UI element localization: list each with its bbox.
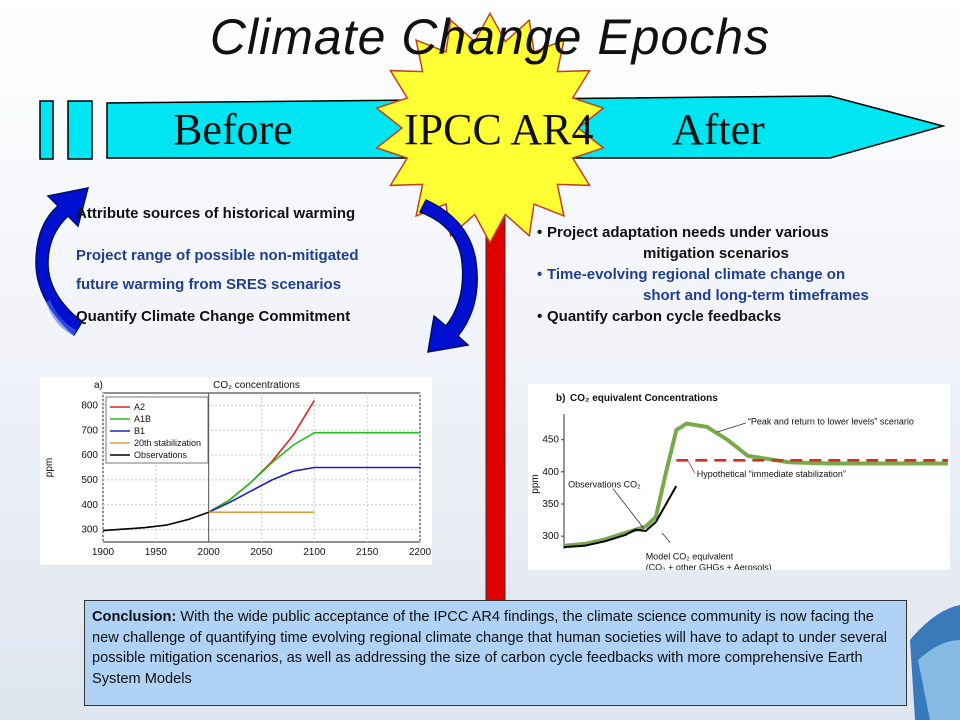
left-item-sres: future warming from SRES scenarios: [76, 276, 342, 293]
arrow-tail-stripe: [67, 100, 93, 160]
annotation-leader: [661, 532, 671, 543]
y-axis-label: ppm: [44, 458, 55, 477]
right-bullet-list: • Project adaptation needs under various…: [537, 222, 869, 327]
y-axis-label: ppm: [530, 474, 541, 493]
right-item-line: mitigation scenarios: [643, 245, 789, 262]
y-tick-label: 300: [542, 531, 559, 542]
ipcc-ar4-label: IPCC AR4: [404, 105, 594, 154]
y-tick-label: 400: [542, 467, 559, 478]
series-line: [563, 421, 948, 548]
annotation-model: Model CO₂ equivalent: [646, 552, 734, 562]
x-tick-label: 1950: [145, 547, 168, 558]
chart-b-svg: b) CO₂ equivalent Concentrations 300 350 400…: [530, 393, 948, 573]
legend-entry: 20th stabilization: [134, 438, 201, 448]
left-item-project-range: Project range of possible non-mitigated: [76, 247, 359, 264]
left-item-attribute: Attribute sources of historical warming: [76, 205, 356, 222]
chart-title: CO₂ concentrations: [213, 380, 300, 391]
annotation-leader: [717, 422, 746, 433]
series-line: [102, 511, 209, 532]
after-label: After: [672, 105, 765, 154]
chart-title: CO₂ equivalent Concentrations: [570, 393, 718, 404]
y-tick-label: 500: [81, 475, 98, 486]
bullet: •: [537, 266, 543, 283]
before-label: Before: [173, 105, 293, 154]
conclusion-box: Conclusion: With the wide public accepta…: [84, 600, 907, 706]
arrow-tail-stripe: [39, 100, 54, 160]
x-tick-label: 2200: [409, 547, 432, 558]
y-tick-label: 800: [81, 400, 98, 411]
right-item-adaptation: • Project adaptation needs under various…: [537, 222, 869, 264]
conclusion-text: With the wide public acceptance of the I…: [92, 609, 888, 687]
annotation-peak-scenario: “Peak and return to lower levels” scenar…: [748, 416, 914, 426]
y-tick-label: 300: [81, 525, 98, 536]
y-tick-label: 700: [81, 425, 98, 436]
y-tick-label: 350: [542, 499, 559, 510]
annotation-model-detail: (CO₂ + other GHGs + Aerosols): [646, 563, 772, 570]
panel-label: b): [556, 393, 565, 404]
legend-entry: A2: [134, 402, 145, 412]
co2-concentrations-chart: 1900 1950 2000 2050 2100 2150 2200 300 400 500 600…: [40, 377, 432, 565]
y-tick-label: 600: [81, 450, 98, 461]
ipcc-star-burst: [375, 11, 605, 245]
legend-entry: Observations: [134, 450, 188, 460]
annotation-leader: [688, 461, 696, 474]
right-item-line: Time-evolving regional climate change on: [547, 266, 846, 283]
curved-cycle-arrow-left: [35, 187, 90, 337]
right-item-carbon: • Quantify carbon cycle feedbacks: [537, 306, 869, 327]
right-item-line: Project adaptation needs under various: [547, 224, 829, 241]
corner-swoosh-decoration: [910, 605, 960, 720]
bullet: •: [537, 308, 543, 325]
series-line: [563, 485, 678, 549]
bullet: •: [537, 224, 543, 241]
annotation-stabilization: Hypothetical “immediate stabilization”: [697, 469, 846, 479]
series-line: [208, 431, 420, 513]
x-tick-label: 2100: [303, 547, 326, 558]
conclusion-label: Conclusion:: [92, 609, 177, 625]
series-line: [208, 466, 420, 513]
right-item-line: Quantify carbon cycle feedbacks: [547, 308, 782, 325]
co2-equivalent-chart: b) CO₂ equivalent Concentrations 300 350 400…: [528, 384, 950, 573]
x-tick-label: 1900: [92, 547, 115, 558]
annotation-observations: Observations CO₂: [568, 479, 641, 489]
annotation-leader: [612, 488, 644, 529]
curved-cycle-arrow-right: [418, 199, 478, 353]
left-item-commitment: Quantify Climate Change Commitment: [76, 308, 351, 325]
right-item-regional: • Time-evolving regional climate change …: [537, 264, 869, 306]
y-tick-label: 450: [542, 435, 559, 446]
legend-entry: B1: [134, 426, 145, 436]
chart-a-svg: 1900 1950 2000 2050 2100 2150 2200 300 400 500 600…: [44, 380, 432, 558]
slide-title: Climate Change Epochs: [209, 9, 771, 65]
x-tick-label: 2150: [356, 547, 379, 558]
y-tick-label: 400: [81, 500, 98, 511]
panel-label: a): [94, 380, 103, 391]
legend-box: [105, 396, 209, 464]
right-item-line: short and long-term timeframes: [643, 287, 869, 304]
x-tick-label: 2000: [198, 547, 221, 558]
x-tick-label: 2050: [250, 547, 273, 558]
legend-entry: A1B: [134, 414, 151, 424]
